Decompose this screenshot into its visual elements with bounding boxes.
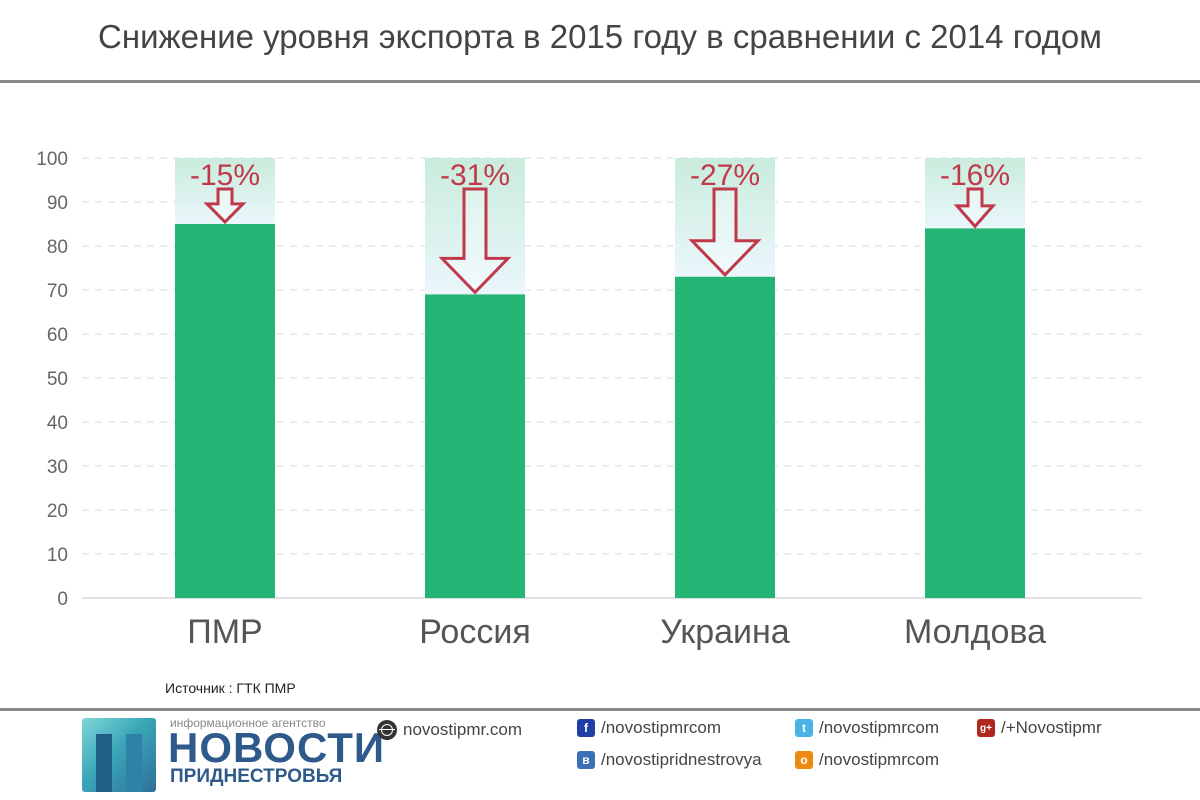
category-label: Молдова — [904, 613, 1046, 651]
category-label: Россия — [419, 613, 531, 651]
odnoklassniki-icon: o — [795, 751, 813, 769]
facebook-link-text: /novostipmrcom — [601, 718, 721, 737]
footer: информационное агентство НОВОСТИ ПРИДНЕС… — [0, 712, 1200, 800]
twitter-link[interactable]: t /novostipmrcom — [795, 718, 939, 738]
down-arrow-icon — [203, 187, 247, 225]
y-tick-label: 0 — [57, 589, 68, 610]
agency-logo-icon[interactable] — [82, 718, 156, 792]
chart-title: Снижение уровня экспорта в 2015 году в с… — [98, 18, 1102, 55]
y-tick-label: 100 — [36, 149, 68, 170]
drop-percent-label: -31% — [440, 159, 510, 192]
top-divider — [0, 80, 1200, 83]
odnoklassniki-link[interactable]: o /novostipmrcom — [795, 750, 939, 770]
odnoklassniki-link-text: /novostipmrcom — [819, 750, 939, 769]
category-label: ПМР — [187, 613, 262, 651]
bar-1 — [175, 224, 275, 598]
category-label: Украина — [660, 613, 790, 651]
baseline-ghost-bar — [925, 158, 1025, 229]
drop-percent-label: -15% — [190, 159, 260, 192]
facebook-icon: f — [577, 719, 595, 737]
logo-wordmark: НОВОСТИ — [168, 724, 386, 771]
y-tick-label: 30 — [47, 457, 68, 478]
down-arrow-icon — [438, 187, 512, 295]
bottom-divider — [0, 708, 1200, 711]
bar-2 — [425, 294, 525, 598]
twitter-icon: t — [795, 719, 813, 737]
baseline-ghost-bar — [175, 158, 275, 224]
logo-subtitle: ПРИДНЕСТРОВЬЯ — [170, 766, 343, 787]
logo-caption: информационное агентство — [170, 716, 326, 730]
y-tick-label: 40 — [47, 413, 68, 434]
website-link[interactable]: novostipmr.com — [377, 720, 522, 740]
source-note: Источник : ГТК ПМР — [165, 680, 296, 696]
y-tick-label: 50 — [47, 369, 68, 390]
bar-4 — [925, 228, 1025, 598]
googleplus-link[interactable]: g+ /+Novostipmr — [977, 718, 1102, 738]
bar-3 — [675, 276, 775, 598]
drop-percent-label: -27% — [690, 159, 760, 192]
y-tick-label: 90 — [47, 193, 68, 214]
bar-chart: 0 10 20 30 40 50 60 70 80 90 100 -15% ПМР -31% Россия… — [36, 149, 1142, 651]
vk-icon: в — [577, 751, 595, 769]
y-tick-label: 70 — [47, 281, 68, 302]
twitter-link-text: /novostipmrcom — [819, 718, 939, 737]
down-arrow-icon — [688, 187, 762, 277]
globe-icon — [377, 720, 397, 740]
vk-link[interactable]: в /novostipridnestrovya — [577, 750, 762, 770]
y-tick-label: 60 — [47, 325, 68, 346]
googleplus-link-text: /+Novostipmr — [1001, 718, 1102, 737]
drop-percent-label: -16% — [940, 159, 1010, 192]
baseline-ghost-bar — [675, 158, 775, 277]
baseline-ghost-bar — [425, 158, 525, 295]
down-arrow-icon — [953, 187, 997, 229]
googleplus-icon: g+ — [977, 719, 995, 737]
facebook-link[interactable]: f /novostipmrcom — [577, 718, 721, 738]
y-tick-label: 10 — [47, 545, 68, 566]
y-tick-label: 20 — [47, 501, 68, 522]
y-tick-label: 80 — [47, 237, 68, 258]
website-link-text: novostipmr.com — [403, 720, 523, 739]
vk-link-text: /novostipridnestrovya — [601, 750, 762, 769]
